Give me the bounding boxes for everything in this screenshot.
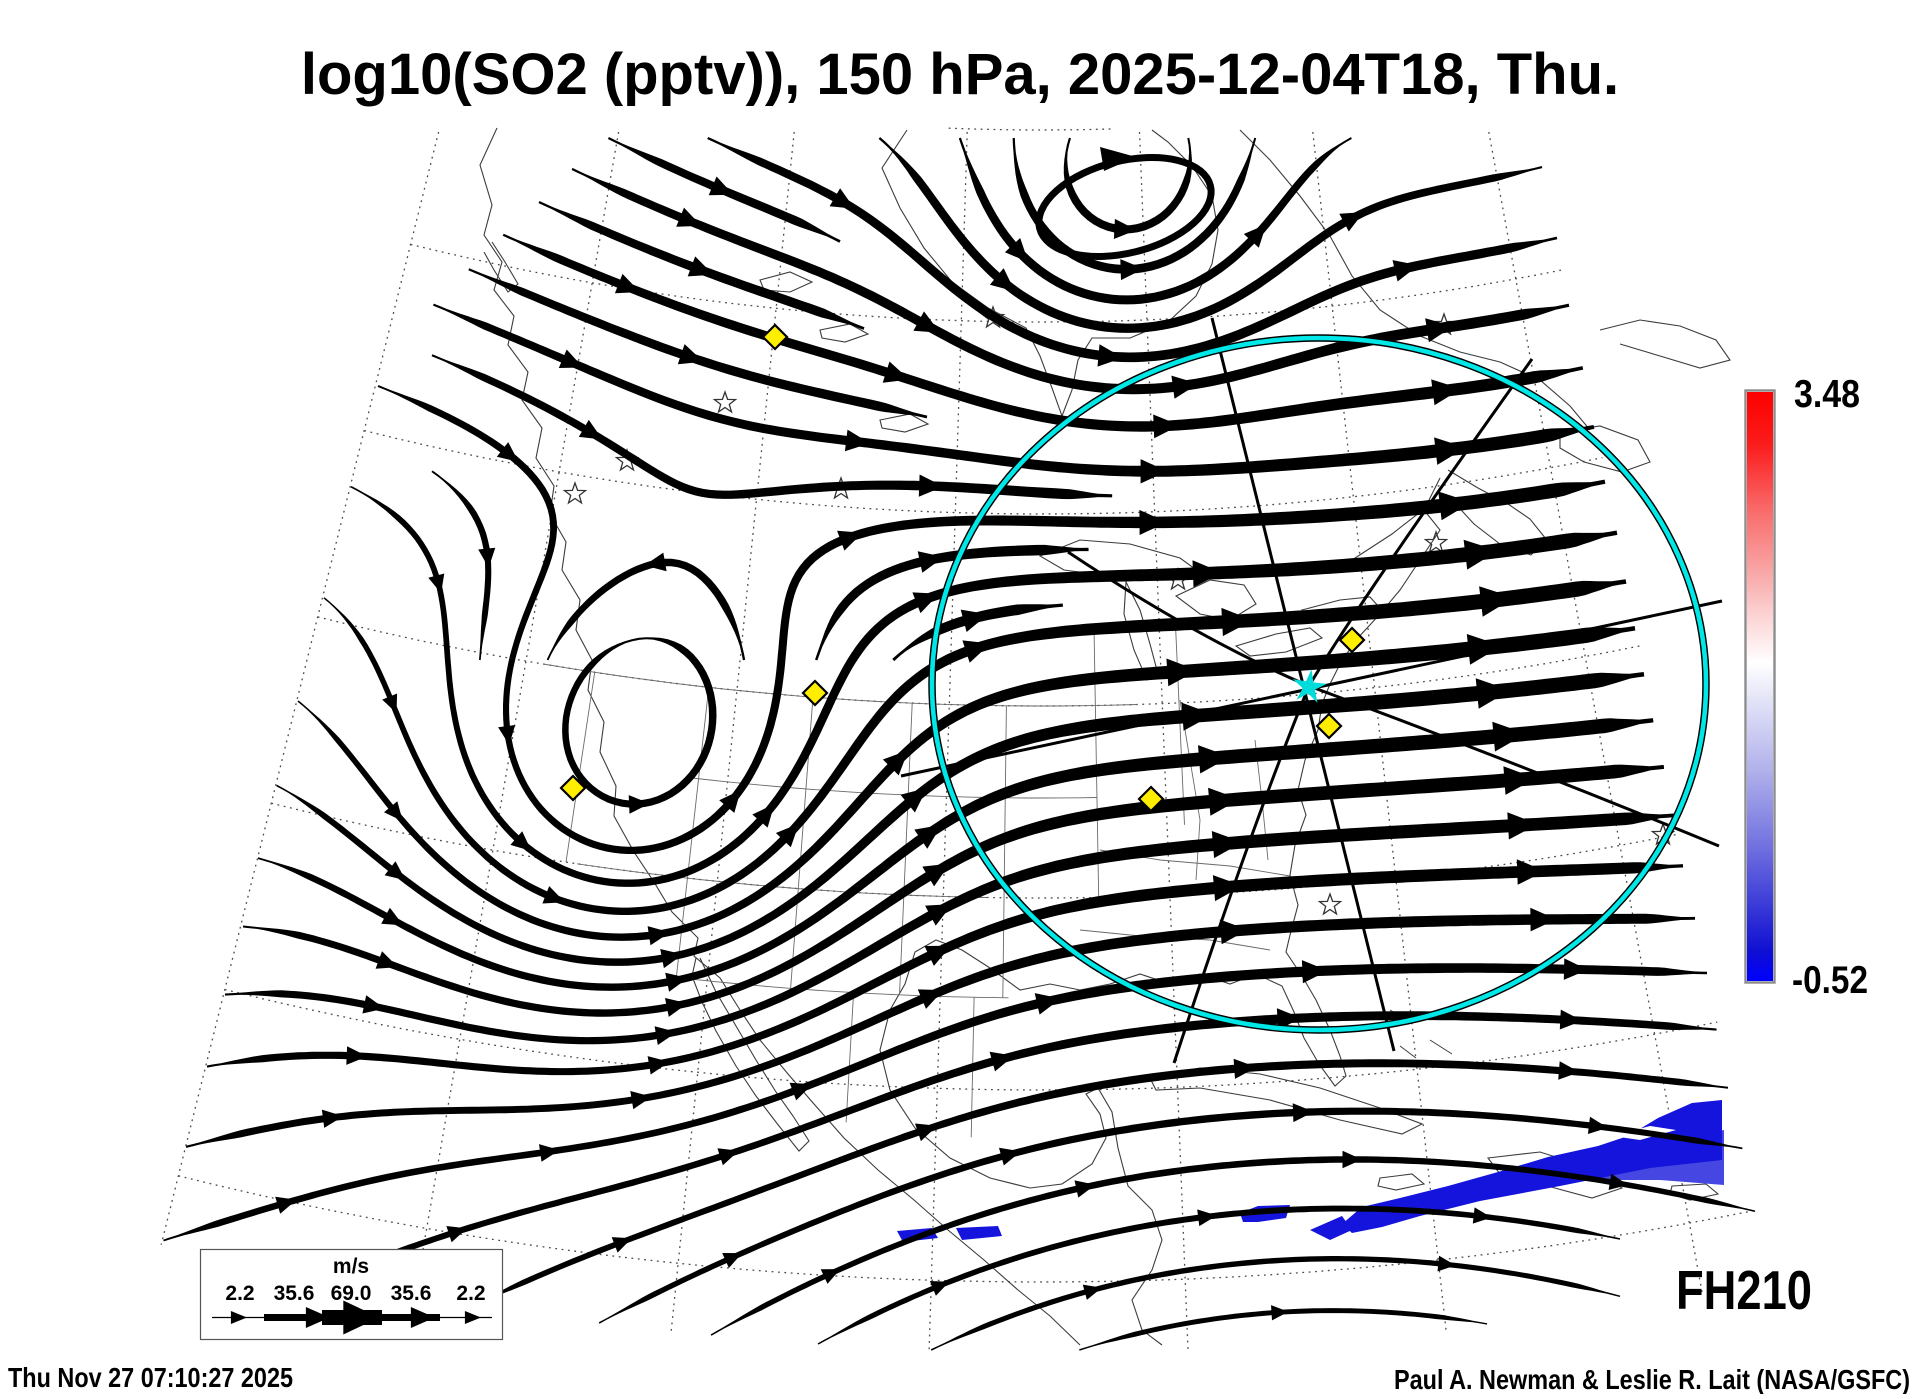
- svg-text:3.48: 3.48: [1794, 373, 1860, 416]
- svg-text:2.2: 2.2: [225, 1282, 254, 1305]
- svg-text:m/s: m/s: [333, 1255, 369, 1278]
- svg-text:2.2: 2.2: [456, 1282, 485, 1305]
- svg-text:35.6: 35.6: [391, 1282, 432, 1305]
- svg-text:69.0: 69.0: [331, 1282, 372, 1305]
- svg-text:log10(SO2 (pptv)), 150 hPa, 20: log10(SO2 (pptv)), 150 hPa, 2025-12-04T1…: [301, 42, 1619, 107]
- svg-text:35.6: 35.6: [274, 1282, 315, 1305]
- svg-text:Thu Nov 27 07:10:27 2025: Thu Nov 27 07:10:27 2025: [8, 1362, 293, 1393]
- svg-text:Paul A. Newman & Leslie R. Lai: Paul A. Newman & Leslie R. Lait (NASA/GS…: [1394, 1364, 1910, 1394]
- svg-text:-0.52: -0.52: [1792, 959, 1868, 1002]
- svg-text:FH210: FH210: [1676, 1259, 1812, 1321]
